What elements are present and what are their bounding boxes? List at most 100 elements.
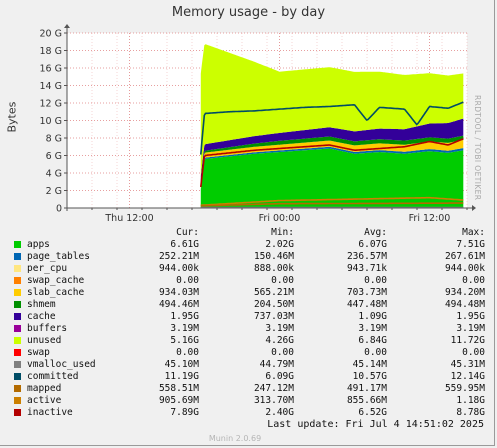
- legend-swatch: [14, 385, 21, 392]
- area-cache: [200, 118, 464, 183]
- legend-max: 7.51G: [456, 239, 485, 250]
- legend-max: 944.00k: [444, 263, 485, 274]
- legend-min: 247.12M: [253, 383, 294, 394]
- y-tick-label: 4 G: [46, 169, 62, 180]
- legend-swatch: [14, 265, 21, 272]
- area-apps: [200, 148, 464, 208]
- legend-min: 737.03M: [253, 311, 294, 322]
- legend-avg: 0.00: [364, 275, 387, 286]
- legend-row-apps: apps 6.61G 2.02G 6.07G 7.51G: [0, 239, 497, 251]
- legend-row-inactive: inactive 7.89G 2.40G 6.52G 8.78G: [0, 407, 497, 419]
- y-tick-label: 14 G: [40, 81, 62, 92]
- legend-name: inactive: [27, 407, 73, 418]
- x-axis-arrow: [472, 205, 476, 211]
- y-tick-label: 2 G: [46, 186, 62, 197]
- legend-swatch: [14, 277, 21, 284]
- legend-avg: 1.09G: [358, 311, 387, 322]
- x-tick-label: Fri 12:00: [409, 213, 451, 224]
- x-tick-label: Fri 00:00: [259, 213, 301, 224]
- legend-name: apps: [27, 239, 50, 250]
- legend-cur: 1.95G: [170, 311, 199, 322]
- legend-name: buffers: [27, 323, 68, 334]
- legend-swatch: [14, 373, 21, 380]
- y-tick-label: 0: [56, 204, 62, 215]
- legend-max: 934.20M: [444, 287, 485, 298]
- chart-title: Memory usage - by day: [171, 5, 326, 20]
- legend-max: 8.78G: [456, 407, 485, 418]
- area-unused: [200, 44, 464, 177]
- legend-min: 4.26G: [265, 335, 294, 346]
- header-min: Min:: [271, 227, 294, 238]
- legend-swatch: [14, 289, 21, 296]
- legend-row-vmalloc_used: vmalloc_used 45.10M 44.79M 45.14M 45.31M: [0, 359, 497, 371]
- y-tick-label: 20 G: [40, 29, 62, 40]
- memory-chart: 0 2 G 4 G 6 G 8 G 10 G 12 G 14 G 16 G 18 G 20 G Thu…: [40, 24, 476, 224]
- legend-cur: 252.21M: [158, 251, 199, 262]
- line-inactive: [200, 138, 464, 188]
- legend-name: unused: [27, 335, 62, 346]
- legend-max: 45.31M: [450, 359, 485, 370]
- legend-cur: 5.16G: [170, 335, 199, 346]
- legend-row-buffers: buffers 3.19M 3.19M 3.19M 3.19M: [0, 323, 497, 335]
- legend-header: Cur: Min: Avg: Max:: [0, 227, 497, 239]
- legend-name: slab_cache: [27, 287, 85, 298]
- legend-avg: 703.73M: [346, 287, 387, 298]
- legend-cur: 934.03M: [158, 287, 199, 298]
- legend-avg: 855.66M: [346, 395, 387, 406]
- legend-row-swap: swap 0.00 0.00 0.00 0.00: [0, 347, 497, 359]
- legend-name: cache: [27, 311, 56, 322]
- legend-cur: 45.10M: [164, 359, 199, 370]
- line-mapped: [200, 202, 464, 207]
- legend-max: 12.14G: [450, 371, 485, 382]
- legend-cur: 905.69M: [158, 395, 199, 406]
- area-shmem: [200, 135, 464, 185]
- area-slab_cache: [200, 139, 464, 190]
- legend-cur: 3.19M: [170, 323, 199, 334]
- munin-version: Munin 2.0.69: [208, 434, 262, 443]
- legend-name: vmalloc_used: [27, 359, 96, 370]
- legend-avg: 6.84G: [358, 335, 387, 346]
- legend-min: 0.00: [271, 347, 294, 358]
- header-avg: Avg:: [364, 227, 387, 238]
- legend-swatch: [14, 325, 21, 332]
- legend-swatch: [14, 361, 21, 368]
- legend-max: 559.95M: [444, 383, 485, 394]
- legend-max: 0.00: [462, 347, 485, 358]
- legend-row-slab_cache: slab_cache 934.03M 565.21M 703.73M 934.20M: [0, 287, 497, 299]
- y-tick-label: 12 G: [40, 99, 62, 110]
- legend-swatch: [14, 301, 21, 308]
- legend-avg: 45.14M: [352, 359, 387, 370]
- legend-swatch: [14, 253, 21, 260]
- legend-swatch: [14, 241, 21, 248]
- legend-cur: 11.19G: [164, 371, 199, 382]
- legend-min: 44.79M: [259, 359, 294, 370]
- legend-max: 11.72G: [450, 335, 485, 346]
- legend-min: 313.70M: [253, 395, 294, 406]
- area-page_tables: [200, 146, 464, 191]
- header-cur: Cur:: [176, 227, 199, 238]
- legend-name: swap: [27, 347, 50, 358]
- legend-cur: 494.46M: [158, 299, 199, 310]
- legend-avg: 10.57G: [352, 371, 387, 382]
- legend-cur: 558.51M: [158, 383, 199, 394]
- legend-avg: 447.48M: [346, 299, 387, 310]
- legend-avg: 0.00: [364, 347, 387, 358]
- legend-min: 3.19M: [265, 323, 294, 334]
- y-tick-label: 8 G: [46, 134, 62, 145]
- y-tick-label: 16 G: [40, 64, 62, 75]
- legend-row-cache: cache 1.95G 737.03M 1.09G 1.95G: [0, 311, 497, 323]
- legend-row-unused: unused 5.16G 4.26G 6.84G 11.72G: [0, 335, 497, 347]
- line-committed: [200, 101, 464, 155]
- legend-row-per_cpu: per_cpu 944.00k 888.00k 943.71k 944.00k: [0, 263, 497, 275]
- legend-swatch: [14, 409, 21, 416]
- legend-swatch: [14, 337, 21, 344]
- legend-row-committed: committed 11.19G 6.09G 10.57G 12.14G: [0, 371, 497, 383]
- y-tick-label: 10 G: [40, 116, 62, 127]
- legend-name: shmem: [27, 299, 56, 310]
- y-tick-label: 18 G: [40, 46, 62, 57]
- legend-row-swap_cache: swap_cache 0.00 0.00 0.00 0.00: [0, 275, 497, 287]
- legend-max: 0.00: [462, 275, 485, 286]
- legend-name: page_tables: [27, 251, 90, 262]
- legend-row-mapped: mapped 558.51M 247.12M 491.17M 559.95M: [0, 383, 497, 395]
